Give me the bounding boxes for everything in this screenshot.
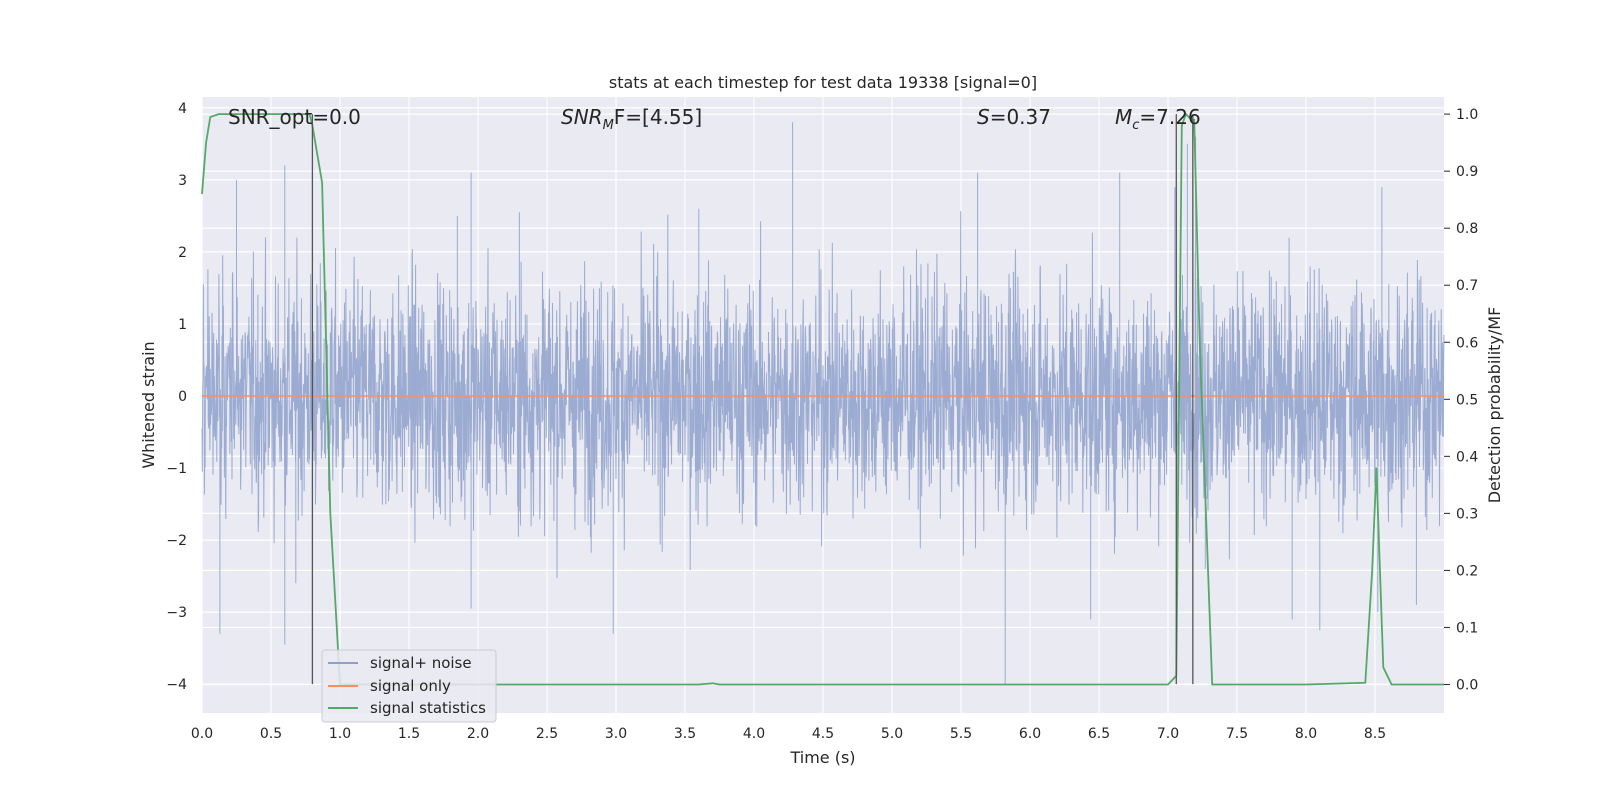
annotation-snr-mf-rest: F=[4.55]: [614, 105, 702, 129]
y2-tick-label: 0.2: [1456, 563, 1478, 579]
annotation-snr-opt: SNR_opt=0.0: [228, 105, 361, 129]
annotation-s: S=0.37: [977, 105, 1051, 129]
y2-tick-label: 0.6: [1456, 335, 1478, 351]
y2-tick-label: 0.3: [1456, 506, 1478, 522]
y2-axis-label: Detection probability/MF: [1485, 307, 1504, 504]
legend-box: [321, 649, 497, 723]
x-tick-label: 4.5: [812, 726, 834, 742]
x-tick-label: 0.5: [260, 726, 282, 742]
x-tick-label: 7.0: [1157, 726, 1179, 742]
x-tick-label: 8.0: [1295, 726, 1317, 742]
x-axis-label: Time (s): [789, 748, 855, 767]
x-tick-label: 1.0: [329, 726, 351, 742]
x-tick-label: 3.0: [605, 726, 627, 742]
marker-lines: [311, 114, 1194, 685]
x-tick-label: 7.5: [1226, 726, 1248, 742]
series-lines: [201, 112, 1444, 686]
y-tick-label: −3: [166, 605, 187, 621]
x-tick-label: 8.5: [1364, 726, 1386, 742]
chart-title: stats at each timestep for test data 193…: [609, 73, 1037, 92]
x-tick-label: 3.5: [674, 726, 696, 742]
x-tick-label: 4.0: [743, 726, 765, 742]
x-tick-label: 5.0: [881, 726, 903, 742]
annotation-snr-mf: SNRMF=[4.55]: [561, 105, 702, 133]
y2-tick-label: 0.7: [1456, 278, 1478, 294]
y-tick-label: −1: [166, 461, 187, 477]
annotation-mc: Mc=7.26: [1115, 105, 1201, 133]
y-tick-label: −2: [166, 533, 187, 549]
y-tick-label: −4: [166, 677, 187, 693]
x-tick-label: 2.5: [536, 726, 558, 742]
annotation-snr-mf-sub: M: [603, 118, 614, 133]
y-tick-label: 3: [178, 173, 187, 189]
y2-tick-label: 0.1: [1456, 620, 1478, 636]
annotation-mc-main: M: [1115, 105, 1132, 129]
annotation-mc-sub: c: [1132, 118, 1139, 133]
x-tick-label: 5.5: [950, 726, 972, 742]
annotation-mc-rest: =7.26: [1139, 105, 1200, 129]
y-tick-label: 4: [178, 101, 187, 117]
annotation-s-rest: =0.37: [990, 105, 1051, 129]
y-tick-label: 1: [178, 317, 187, 333]
y2-tick-label: 0.5: [1456, 392, 1478, 408]
legend: signal+ noise signal only signal statist…: [321, 649, 497, 723]
legend-label-signal-noise: signal+ noise: [370, 654, 472, 672]
legend-label-signal-statistics: signal statistics: [370, 699, 486, 717]
annotation-s-main: S: [977, 105, 990, 129]
signal-statistics-line: [201, 112, 1444, 686]
y2-tick-label: 0.0: [1456, 677, 1478, 693]
annotation-snr-mf-main: SNR: [561, 105, 603, 129]
y-axis-label: Whitened strain: [139, 341, 158, 468]
x-tick-label: 6.0: [1019, 726, 1041, 742]
y2-tick-label: 0.4: [1456, 449, 1478, 465]
x-tick-label: 2.0: [467, 726, 489, 742]
y2-tick-label: 0.8: [1456, 221, 1478, 237]
y-tick-label: 2: [178, 245, 187, 261]
y2-tick-label: 1.0: [1456, 107, 1478, 123]
tick-labels: 0.0 0.5 1.0 1.5 2.0 2.5 3.0 3.5 4.0 4.5 5.0 5.5 6.0 6…: [166, 101, 1478, 742]
x-tick-label: 0.0: [191, 726, 213, 742]
y2-tick-label: 0.9: [1456, 164, 1478, 180]
x-tick-label: 6.5: [1088, 726, 1110, 742]
legend-label-signal-only: signal only: [370, 677, 451, 695]
y-tick-label: 0: [178, 389, 187, 405]
x-tick-label: 1.5: [398, 726, 420, 742]
